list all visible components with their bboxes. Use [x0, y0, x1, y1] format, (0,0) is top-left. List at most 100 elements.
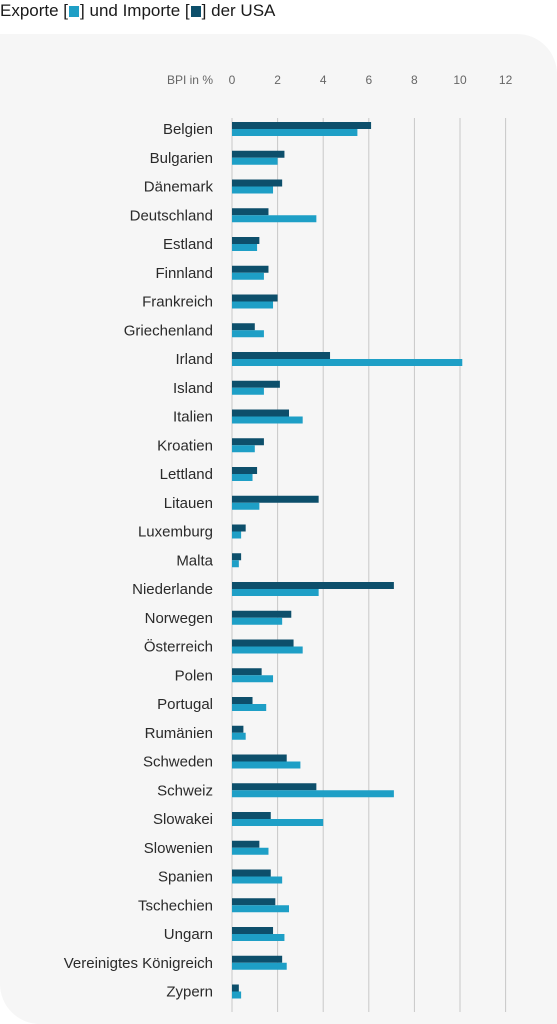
export-bar	[232, 560, 239, 568]
import-bar	[232, 122, 372, 129]
title-part-usa: ] der USA	[201, 1, 276, 20]
export-bar	[232, 244, 258, 251]
import-bar	[232, 725, 244, 733]
category-label: Portugal	[157, 696, 213, 713]
import-bar	[232, 438, 264, 446]
export-bar	[232, 704, 267, 711]
export-bar	[232, 732, 246, 740]
tick-label: 4	[320, 73, 327, 87]
export-bar	[232, 301, 274, 309]
import-bar	[232, 150, 285, 158]
category-label: Niederlande	[132, 581, 213, 598]
import-bar	[232, 553, 242, 561]
import-bar	[232, 984, 239, 992]
import-bar	[232, 380, 280, 388]
category-label: Österreich	[144, 638, 213, 656]
export-bar	[232, 790, 394, 798]
category-label: Luxemburg	[138, 524, 213, 541]
export-bar	[232, 646, 303, 654]
exports-legend-swatch	[69, 6, 80, 17]
tick-label: 8	[411, 73, 418, 87]
tick-label: 0	[229, 73, 236, 87]
category-label: Island	[173, 380, 213, 397]
category-label: Belgien	[163, 121, 213, 138]
import-bar	[232, 265, 269, 273]
export-bar	[232, 589, 319, 596]
import-bar	[232, 208, 269, 216]
category-label: Frankreich	[142, 294, 213, 311]
category-label: Irland	[175, 351, 213, 368]
export-bar	[232, 761, 301, 769]
category-label: Norwegen	[145, 610, 213, 627]
import-bar	[232, 467, 258, 474]
category-label: Estland	[163, 236, 213, 253]
category-label: Spanien	[158, 869, 213, 886]
tick-label: 6	[365, 73, 372, 87]
category-label: Slowakei	[153, 811, 213, 828]
export-bar	[232, 675, 274, 683]
category-label: Schweiz	[157, 782, 213, 799]
category-label: Ungarn	[164, 926, 213, 943]
category-label: Griechenland	[124, 322, 213, 339]
export-bar	[232, 387, 264, 395]
import-bar	[232, 294, 278, 302]
export-bar	[232, 962, 287, 970]
tick-label: 12	[499, 73, 513, 87]
category-label: Italien	[173, 409, 213, 426]
import-bar	[232, 927, 274, 934]
axis-label: BPI in %	[167, 73, 213, 87]
tick-label: 10	[453, 73, 467, 87]
category-label: Schweden	[143, 754, 213, 771]
export-bar	[232, 502, 260, 510]
tick-label: 2	[274, 73, 281, 87]
import-bar	[232, 323, 255, 331]
export-bar	[232, 272, 264, 280]
export-bar	[232, 819, 324, 826]
export-bar	[232, 905, 289, 913]
category-label: Lettland	[160, 466, 213, 483]
export-bar	[232, 157, 278, 165]
category-label: Malta	[176, 552, 213, 569]
category-label: Kroatien	[157, 437, 213, 454]
category-label: Bulgarien	[150, 150, 213, 167]
import-bar	[232, 495, 319, 503]
bar-chart: BPI in % 0 2 4 6 8 10 12 Belgien Bulgarien Dänemar…	[64, 73, 513, 1012]
category-label: Deutschland	[130, 207, 213, 224]
import-bar	[232, 754, 287, 762]
export-bar	[232, 215, 317, 223]
import-bar	[232, 697, 253, 704]
export-bar	[232, 531, 242, 539]
export-bar	[232, 876, 283, 884]
import-bar	[232, 179, 283, 187]
import-bar	[232, 668, 262, 676]
import-bar	[232, 610, 292, 618]
export-bar	[232, 934, 285, 941]
export-bar	[232, 991, 242, 999]
category-label: Finnland	[155, 265, 213, 282]
category-label: Vereinigtes Königreich	[64, 955, 213, 972]
export-bar	[232, 359, 463, 366]
import-bar	[232, 524, 246, 532]
export-bar	[232, 617, 283, 625]
imports-legend-swatch	[190, 6, 201, 17]
category-label: Dänemark	[144, 179, 214, 196]
import-bar	[232, 955, 283, 963]
export-bar	[232, 186, 274, 194]
import-bar	[232, 840, 260, 848]
import-bar	[232, 869, 271, 877]
title-part-exports: Exporte [	[0, 1, 69, 20]
export-bar	[232, 445, 255, 453]
chart-panel: BPI in % 0 2 4 6 8 10 12 Belgien Bulgarien Dänemar…	[0, 34, 557, 1024]
import-bar	[232, 812, 271, 819]
import-bar	[232, 352, 331, 359]
export-bar	[232, 847, 269, 855]
import-bar	[232, 783, 317, 791]
category-label: Litauen	[164, 495, 213, 512]
import-bar	[232, 237, 260, 244]
export-bar	[232, 474, 253, 481]
export-bar	[232, 416, 303, 424]
title-part-imports: ] und Importe [	[80, 1, 190, 20]
import-bar	[232, 409, 289, 417]
category-label: Slowenien	[144, 840, 213, 857]
chart-title: Exporte [ ] und Importe [ ] der USA	[0, 0, 275, 22]
